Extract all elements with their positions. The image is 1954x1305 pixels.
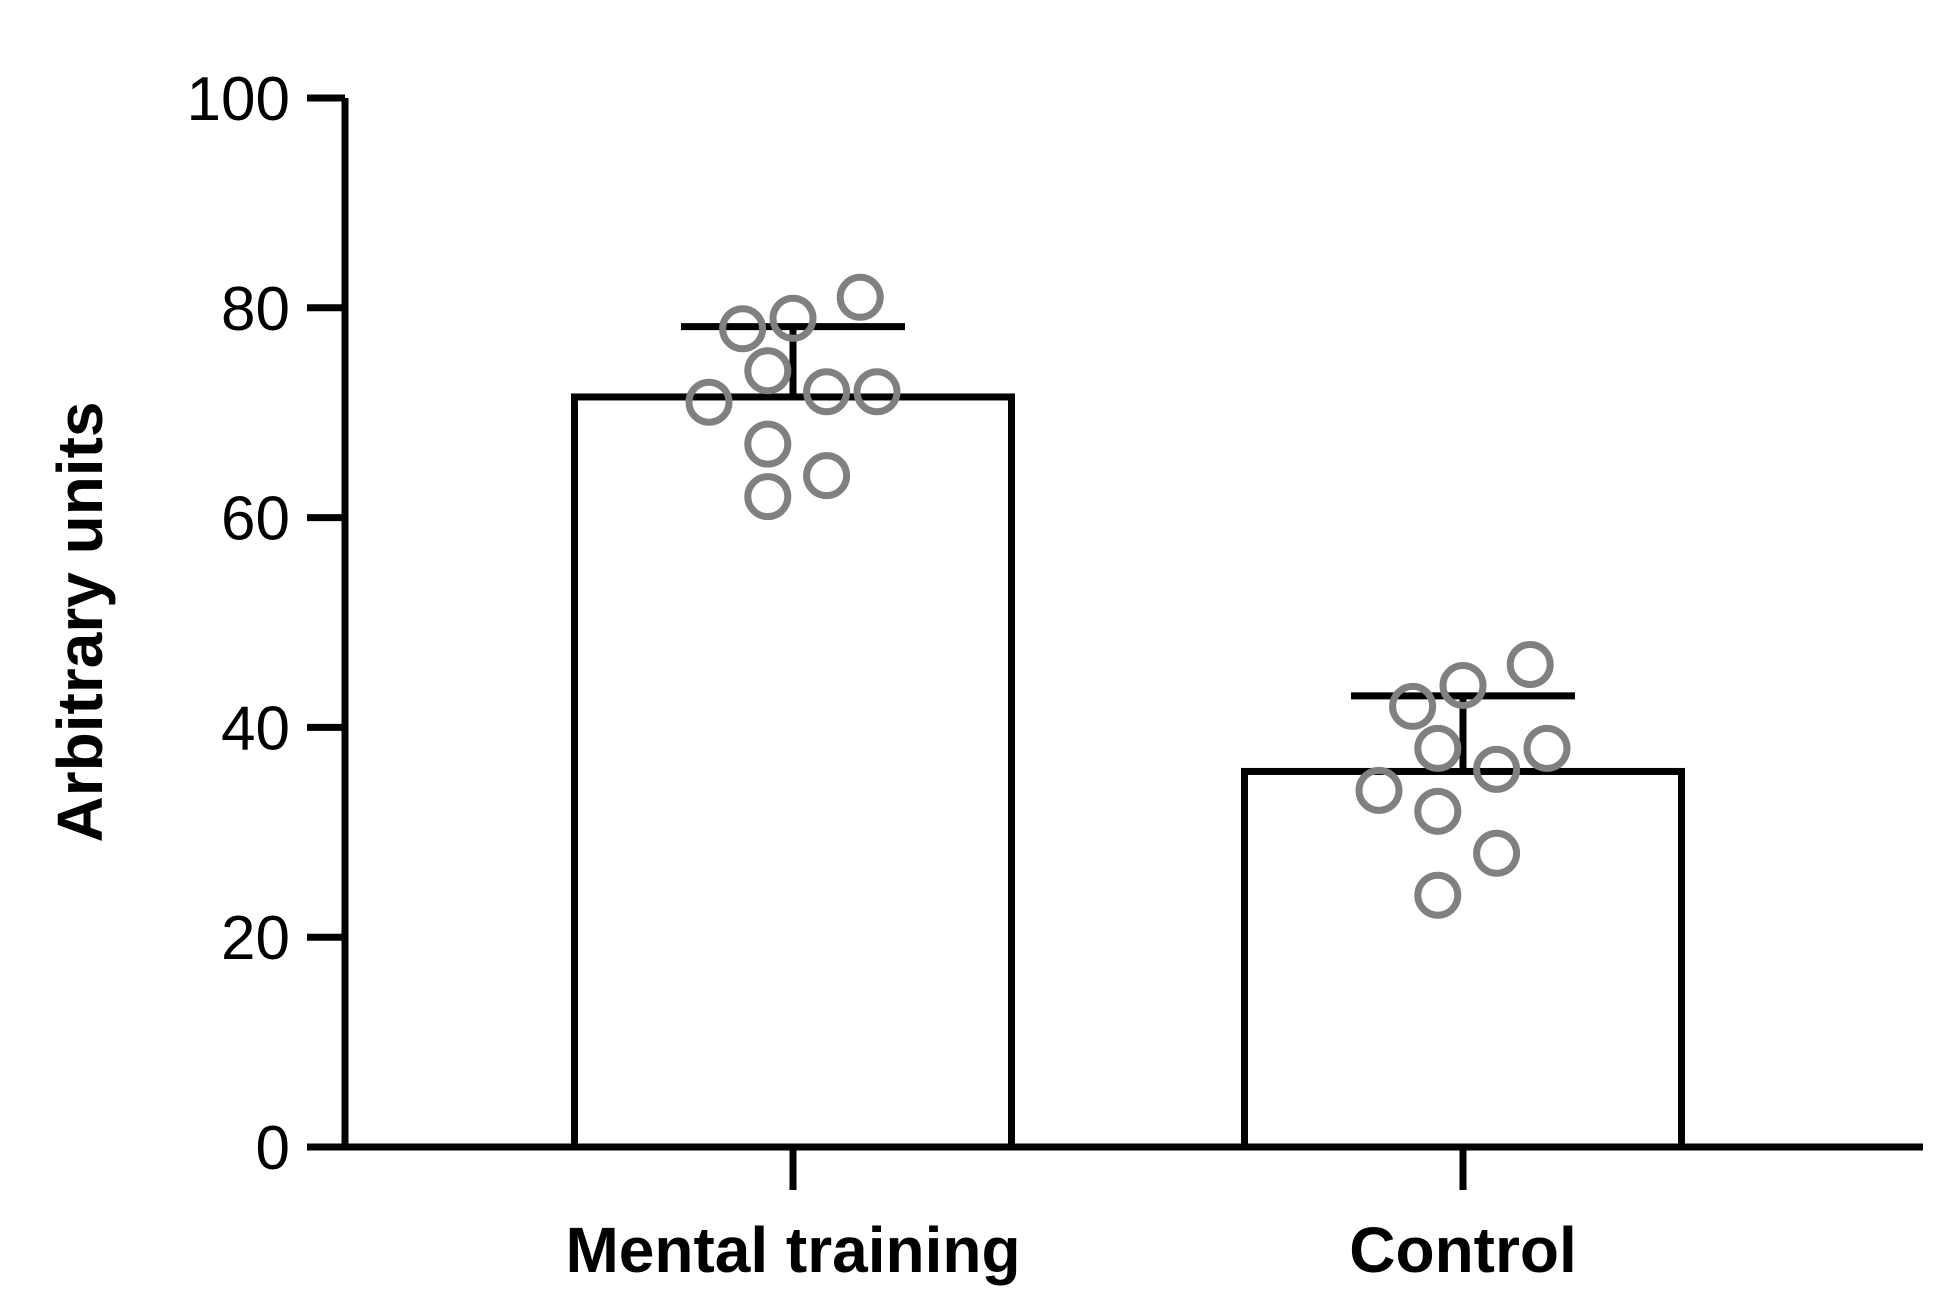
data-point xyxy=(1473,745,1521,793)
data-point xyxy=(744,347,792,395)
y-ticks-layer: 0 20 40 60 80 100 xyxy=(187,65,345,1183)
data-point xyxy=(853,368,901,416)
data-point xyxy=(1523,724,1571,772)
data-point xyxy=(1414,787,1462,835)
data-point xyxy=(1414,724,1462,772)
data-point xyxy=(719,305,767,353)
bar-mental-training xyxy=(571,393,1015,1151)
data-points-layer xyxy=(685,273,1571,919)
data-point xyxy=(744,473,792,521)
y-tick-label: 60 xyxy=(221,485,290,554)
bar-control xyxy=(1241,767,1685,1151)
data-point xyxy=(836,273,884,321)
data-point xyxy=(1506,640,1554,688)
y-tick-label: 80 xyxy=(221,275,290,344)
data-point xyxy=(769,294,817,342)
data-point xyxy=(1473,829,1521,877)
y-tick-label: 20 xyxy=(221,904,290,973)
y-axis-title: Arbitrary units xyxy=(44,402,116,843)
y-tick-label: 40 xyxy=(221,694,290,763)
x-tick-label: Mental training xyxy=(565,1214,1020,1286)
data-point xyxy=(803,452,851,500)
bars-layer xyxy=(571,393,1685,1151)
axes-layer xyxy=(307,98,1923,1151)
data-point xyxy=(744,420,792,468)
data-point xyxy=(685,378,733,426)
data-point xyxy=(1355,766,1403,814)
x-ticks-layer: Mental training Control xyxy=(565,1147,1577,1286)
data-point xyxy=(1439,661,1487,709)
data-point xyxy=(803,368,851,416)
y-tick-label: 0 xyxy=(256,1114,290,1183)
x-tick-label: Control xyxy=(1349,1214,1577,1286)
y-tick-label: 100 xyxy=(187,65,290,134)
data-point xyxy=(1414,871,1462,919)
data-point xyxy=(1389,682,1437,730)
